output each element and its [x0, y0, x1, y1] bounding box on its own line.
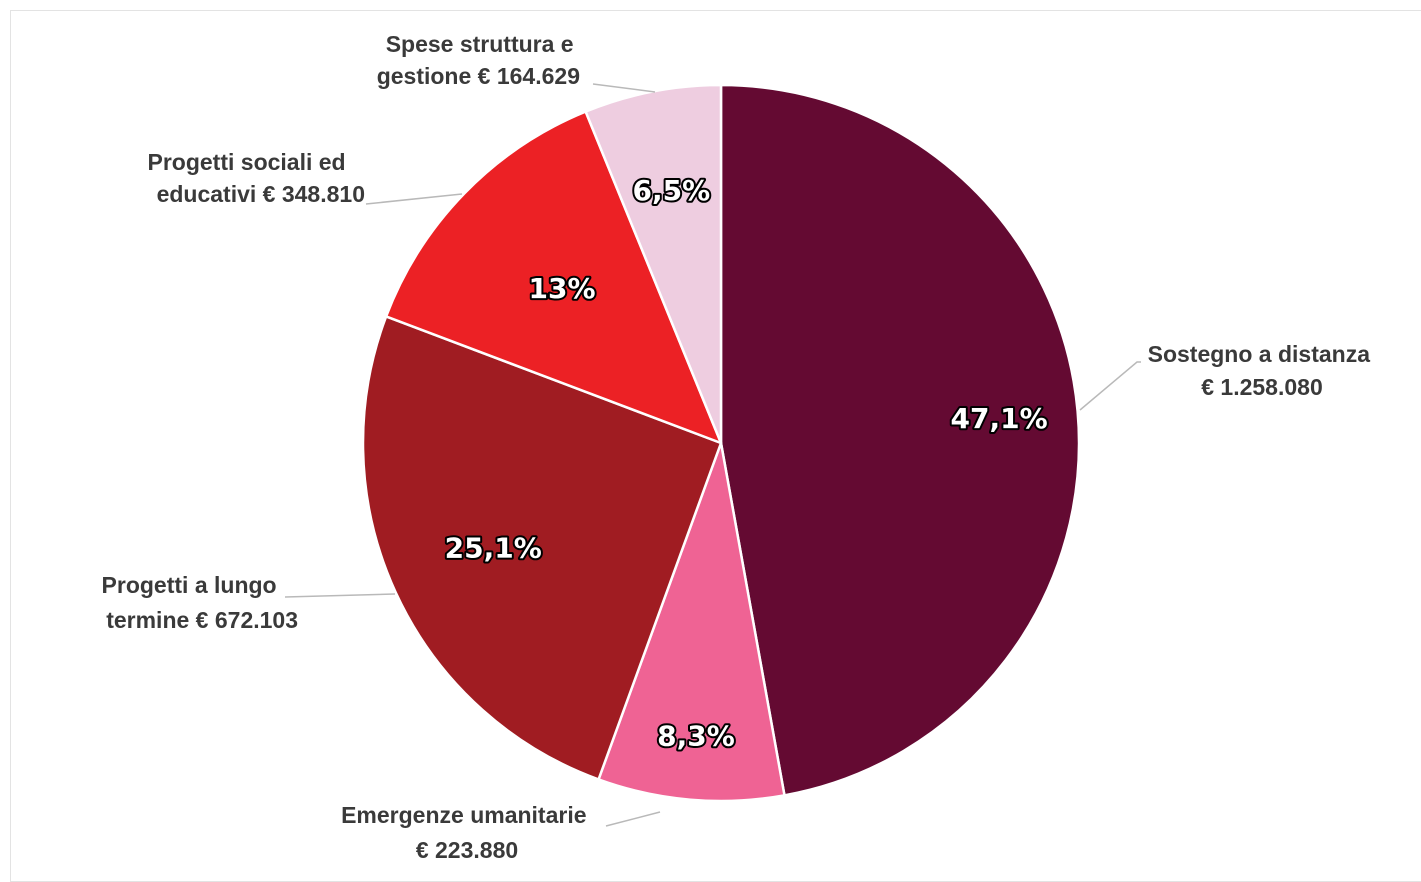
leader-line-emergenze: [605, 811, 661, 827]
percent-label-5: 6,5%: [632, 174, 710, 207]
category-label-lungo: Progetti a lungo termine € 672.103: [102, 572, 298, 633]
pie-slice-4: [384, 110, 723, 445]
leader-line-spese: [592, 83, 656, 93]
category-label-emergenze-line1: Emergenze umanitarie: [341, 802, 586, 828]
category-label-sostegno-line2: € 1.258.080: [1201, 374, 1323, 400]
category-label-lungo-line2: termine € 672.103: [106, 607, 298, 633]
category-label-sociali: Progetti sociali ed educativi € 348.810: [148, 149, 366, 207]
category-label-lungo-line1: Progetti a lungo: [102, 572, 277, 598]
pie-slice-1: [719, 83, 1081, 797]
category-label-sociali-line1: Progetti sociali ed: [148, 149, 346, 175]
percent-label-3: 25,1%: [445, 532, 542, 565]
pie-slice-3: [361, 315, 723, 781]
category-label-sostegno-line1: Sostegno a distanza: [1148, 341, 1371, 367]
category-label-spese-line1: Spese struttura e: [386, 31, 574, 57]
category-label-spese: Spese struttura e gestione € 164.629: [377, 31, 580, 89]
category-label-emergenze: Emergenze umanitarie € 223.880: [341, 802, 593, 863]
leader-line-sostegno: [1079, 361, 1141, 411]
leader-line-lungo: [284, 593, 396, 598]
leader-line-sociali: [365, 193, 463, 205]
category-label-sostegno: Sostegno a distanza € 1.258.080: [1148, 341, 1377, 400]
pie-slice-2: [597, 441, 786, 803]
category-label-sociali-line2: educativi € 348.810: [157, 181, 365, 207]
percent-labels: 47,1% 8,3% 25,1% 13% 6,5%: [443, 172, 1050, 754]
category-label-spese-line2: gestione € 164.629: [377, 63, 580, 89]
leader-lines: [284, 83, 1141, 827]
percent-label-1: 47,1%: [951, 402, 1048, 435]
category-label-emergenze-line2: € 223.880: [416, 837, 518, 863]
percent-label-4: 13%: [528, 272, 595, 305]
percent-label-2: 8,3%: [657, 720, 735, 753]
pie-slices: [361, 83, 1081, 803]
